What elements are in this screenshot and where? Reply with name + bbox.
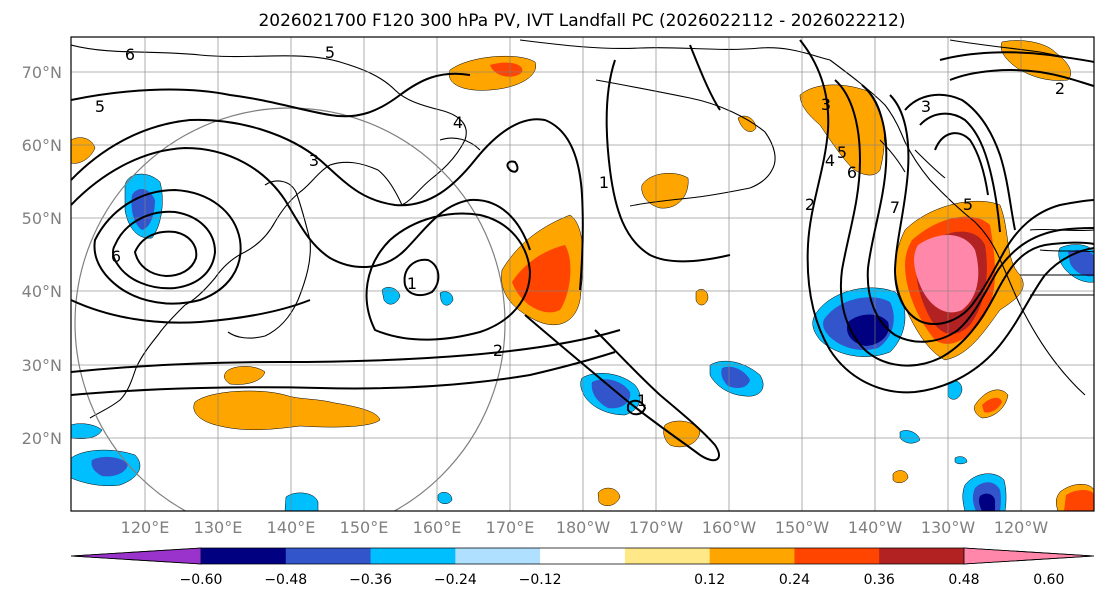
fill-central-pacific xyxy=(501,214,584,326)
colorbar-tick-label: −0.60 xyxy=(180,572,223,588)
lon-label: 120°W xyxy=(994,518,1049,537)
contour-label: 1 xyxy=(599,173,609,192)
contour-label: 7 xyxy=(890,198,900,217)
colorbar-tick-label: −0.48 xyxy=(264,572,307,588)
colorbar-segment xyxy=(794,548,880,564)
contour-label: 1 xyxy=(637,391,647,410)
contour-label: 5 xyxy=(963,195,973,214)
contour-label: 1 xyxy=(407,274,417,293)
contour-label: 3 xyxy=(309,151,319,170)
lat-label-30n: 30°N xyxy=(22,356,62,375)
colorbar-segment xyxy=(540,548,626,564)
contour-label: 5 xyxy=(837,143,847,162)
lon-label: 140°W xyxy=(848,518,903,537)
colorbar-segments xyxy=(70,547,1095,565)
colorbar: −0.60 −0.48 −0.36 −0.24 −0.12 0.12 0.24 0.36 0.4… xyxy=(70,547,1095,588)
contour-label: 6 xyxy=(847,163,857,182)
colorbar-tick-label: 0.12 xyxy=(694,572,725,588)
contour-label: 6 xyxy=(125,45,135,64)
colorbar-tick-label: −0.24 xyxy=(434,572,477,588)
lat-labels: 20°N 30°N 40°N 50°N 60°N 70°N xyxy=(22,63,62,448)
contour-labels: 6 5 5 4 3 1 1 6 2 1 2 3 4 5 6 7 3 2 5 xyxy=(95,43,1065,410)
lon-label: 120°E xyxy=(121,518,170,537)
fill-alaska-orange xyxy=(799,84,885,176)
lon-label: 140°E xyxy=(267,518,316,537)
lat-label-20n: 20°N xyxy=(22,429,62,448)
lon-label: 180°W xyxy=(556,518,611,537)
colorbar-tick-label: 0.48 xyxy=(948,572,979,588)
colorbar-segment xyxy=(709,548,795,564)
fill-small-negative-patches xyxy=(71,173,1094,511)
contour-label: 2 xyxy=(493,341,503,360)
gridlines xyxy=(71,37,1094,511)
reference-circle xyxy=(74,107,506,511)
fill-small-positive-patches xyxy=(71,40,1094,511)
colorbar-tick-label: −0.12 xyxy=(519,572,562,588)
anomaly-fills xyxy=(71,40,1094,511)
contour-label: 2 xyxy=(1055,79,1065,98)
lon-label: 160°E xyxy=(413,518,462,537)
colorbar-segment xyxy=(624,548,711,564)
contour-label: 3 xyxy=(821,95,831,114)
contour-label: 4 xyxy=(825,151,835,170)
fill-east-pacific-negative xyxy=(812,287,906,357)
colorbar-segment xyxy=(201,548,287,564)
contour-label: 3 xyxy=(921,97,931,116)
lon-label: 130°W xyxy=(921,518,976,537)
colorbar-segment xyxy=(370,548,456,564)
contour-label: 5 xyxy=(325,43,335,62)
lon-label: 170°E xyxy=(486,518,535,537)
colorbar-tick-labels: −0.60 −0.48 −0.36 −0.24 −0.12 0.12 0.24 0.36 0.4… xyxy=(180,572,1065,588)
lat-label-60n: 60°N xyxy=(22,136,62,155)
coastlines xyxy=(71,39,1094,419)
lat-label-40n: 40°N xyxy=(22,282,62,301)
contour-label: 6 xyxy=(111,247,121,266)
colorbar-outline xyxy=(70,547,1095,565)
contour-label: 4 xyxy=(453,113,463,132)
lat-label-50n: 50°N xyxy=(22,209,62,228)
fill-kamchatka-orange xyxy=(449,55,537,91)
lon-label: 160°W xyxy=(702,518,757,537)
lat-label-70n: 70°N xyxy=(22,63,62,82)
lon-label: 150°E xyxy=(340,518,389,537)
lon-labels: 120°E 130°E 140°E 150°E 160°E 170°E 180°… xyxy=(121,518,1049,537)
colorbar-segment xyxy=(879,548,965,564)
figure-title: 2026021700 F120 300 hPa PV, IVT Landfall… xyxy=(258,11,905,31)
colorbar-segment xyxy=(455,548,541,564)
colorbar-tick-label: 0.60 xyxy=(1033,572,1064,588)
colorbar-tick-label: −0.36 xyxy=(349,572,392,588)
contour-label: 2 xyxy=(805,195,815,214)
colorbar-tick-label: 0.36 xyxy=(864,572,895,588)
map-border xyxy=(70,36,1095,512)
colorbar-tick-label: 0.24 xyxy=(779,572,810,588)
colorbar-segment xyxy=(285,548,372,564)
lon-label: 130°E xyxy=(194,518,243,537)
lon-label: 170°W xyxy=(629,518,684,537)
pv-contours xyxy=(71,39,1094,462)
contour-label: 5 xyxy=(95,97,105,116)
colorbar-extend-high xyxy=(963,547,1095,565)
map-panel: 6 5 5 4 3 1 1 6 2 1 2 3 4 5 6 7 3 2 5 xyxy=(70,36,1095,512)
lon-label: 150°W xyxy=(775,518,830,537)
fill-east-pacific-positive xyxy=(895,200,1024,361)
colorbar-extend-low xyxy=(70,547,202,565)
